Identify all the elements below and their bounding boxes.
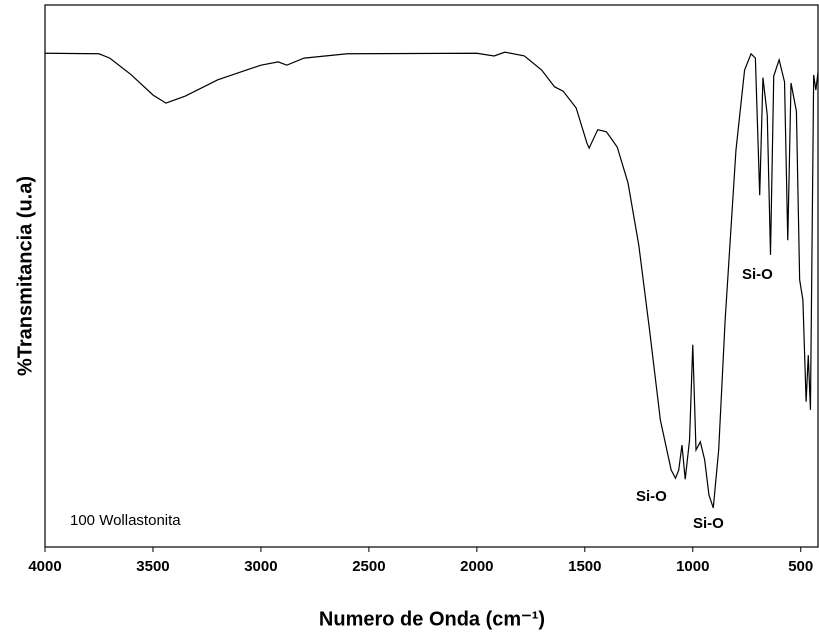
x-tick-label: 2000 — [460, 558, 493, 575]
annotation: Si-O — [636, 488, 667, 505]
y-axis-label: %Transmitancia (u.a) — [14, 176, 36, 376]
x-tick-label: 1500 — [568, 558, 601, 575]
x-tick-label: 1000 — [676, 558, 709, 575]
annotation: Si-O — [742, 266, 773, 283]
x-axis-label: Numero de Onda (cm⁻¹) — [319, 608, 545, 630]
x-tick-label: 3500 — [136, 558, 169, 575]
spectrum-line — [44, 51, 819, 509]
x-tick-label: 2500 — [352, 558, 385, 575]
plot-frame — [44, 4, 819, 548]
annotation: 100 Wollastonita — [70, 512, 181, 529]
x-tick-label: 500 — [788, 558, 813, 575]
x-tick-label: 3000 — [244, 558, 277, 575]
x-tick-label: 4000 — [28, 558, 61, 575]
annotation: Si-O — [693, 515, 724, 532]
